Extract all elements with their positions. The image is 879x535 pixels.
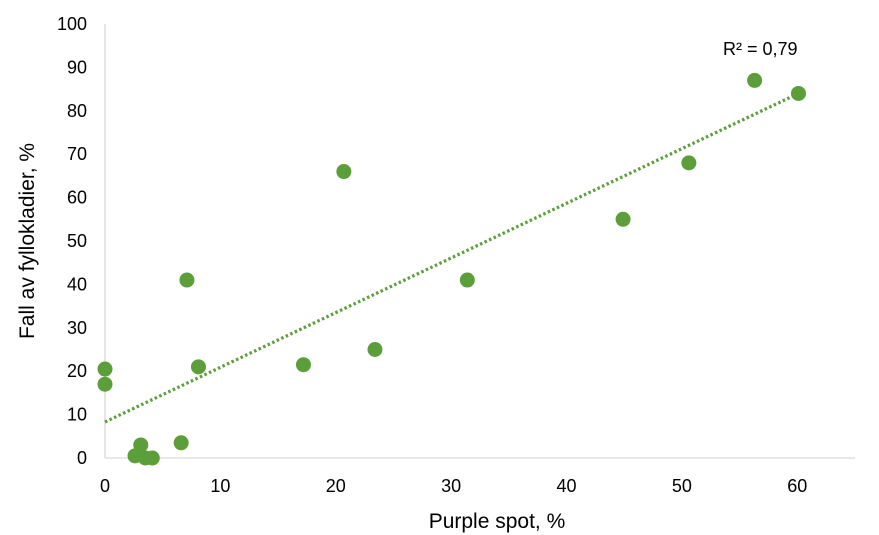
- y-tick-label: 80: [67, 101, 87, 121]
- y-tick-label: 10: [67, 405, 87, 425]
- data-point: [615, 211, 631, 227]
- x-tick-label: 30: [441, 476, 461, 496]
- data-point: [173, 435, 189, 451]
- x-tick-labels: 0 10 20 30 40 50 60: [100, 476, 807, 496]
- y-tick-label: 70: [67, 144, 87, 164]
- y-tick-label: 40: [67, 274, 87, 294]
- data-point: [97, 376, 113, 392]
- y-tick-label: 100: [57, 14, 87, 34]
- y-tick-label: 20: [67, 361, 87, 381]
- data-point: [97, 361, 113, 377]
- r-squared-annotation: R² = 0,79: [723, 39, 798, 59]
- x-tick-label: 0: [100, 476, 110, 496]
- trendline: [104, 91, 800, 424]
- x-tick-label: 40: [557, 476, 577, 496]
- x-tick-label: 20: [326, 476, 346, 496]
- data-point: [133, 437, 149, 453]
- x-tick-label: 60: [787, 476, 807, 496]
- y-tick-label: 60: [67, 188, 87, 208]
- data-point: [295, 357, 311, 373]
- data-point: [336, 164, 352, 180]
- y-axis-title: Fall av fyllokladier, %: [16, 143, 39, 339]
- y-tick-label: 0: [77, 448, 87, 468]
- data-points: [97, 72, 806, 466]
- x-tick-label: 10: [210, 476, 230, 496]
- data-point: [190, 359, 206, 375]
- data-point: [179, 272, 195, 288]
- data-point: [747, 72, 763, 88]
- data-point: [790, 85, 806, 101]
- y-tick-label: 90: [67, 57, 87, 77]
- data-point: [144, 450, 160, 466]
- x-tick-label: 50: [672, 476, 692, 496]
- y-tick-label: 30: [67, 318, 87, 338]
- y-tick-labels: 0 10 20 30 40 50 60 70 80 90 100: [57, 14, 87, 468]
- data-point: [367, 342, 383, 357]
- x-axis-title: Purple spot, %: [429, 510, 566, 533]
- y-tick-label: 50: [67, 231, 87, 251]
- data-point: [681, 155, 697, 171]
- data-point: [459, 272, 475, 288]
